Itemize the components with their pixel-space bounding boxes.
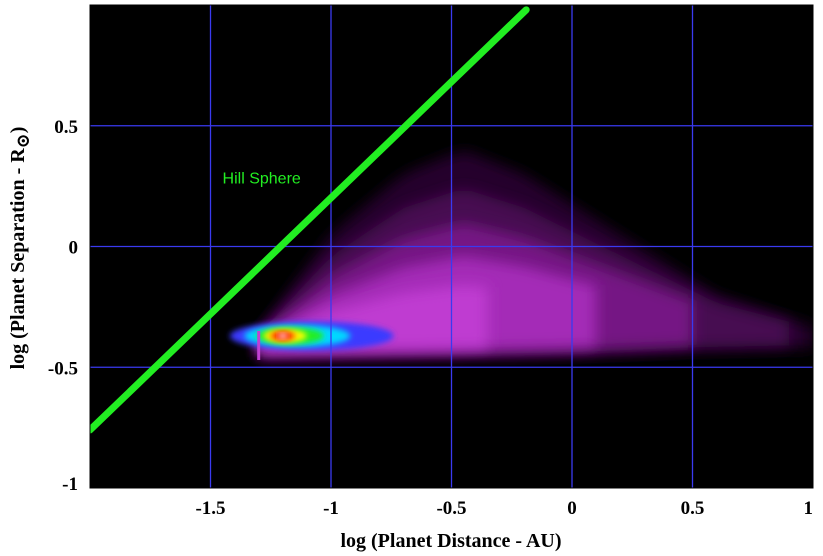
density-heatmap (229, 151, 813, 360)
x-tick-label-5: 1 (804, 498, 814, 519)
hill-sphere-label: Hill Sphere (223, 171, 301, 188)
y-tick-label-1: -0.5 (48, 358, 78, 379)
y-axis-title-close: ) (7, 127, 29, 134)
plot-frame (89, 4, 814, 489)
y-tick-label-2: 0 (69, 238, 79, 259)
y-tick-label-3: 0.5 (54, 117, 78, 138)
y-tick-label-0: -1 (62, 474, 78, 495)
y-axis-title-main: log (Planet Separation - R (7, 148, 29, 370)
x-tick-label-1: -1 (323, 498, 339, 519)
x-axis-title: log (Planet Distance - AU) (340, 530, 561, 552)
grid (90, 5, 813, 488)
x-axis-ticks: -1.5 -1 -0.5 0 0.5 1 (195, 498, 813, 519)
y-axis-title: log (Planet Separation - R⊙) (7, 127, 33, 370)
density-core-6 (278, 333, 288, 339)
x-tick-label-4: 0.5 (681, 498, 705, 519)
hill-sphere: Hill Sphere (90, 6, 530, 434)
x-tick-label-3: 0 (567, 498, 577, 519)
x-tick-label-0: -1.5 (195, 498, 225, 519)
hill-sphere-line (90, 6, 530, 434)
y-axis-title-symbol: ⊙ (13, 133, 33, 148)
y-axis-ticks: -1 -0.5 0 0.5 (48, 117, 78, 495)
x-tick-label-2: -0.5 (436, 498, 466, 519)
